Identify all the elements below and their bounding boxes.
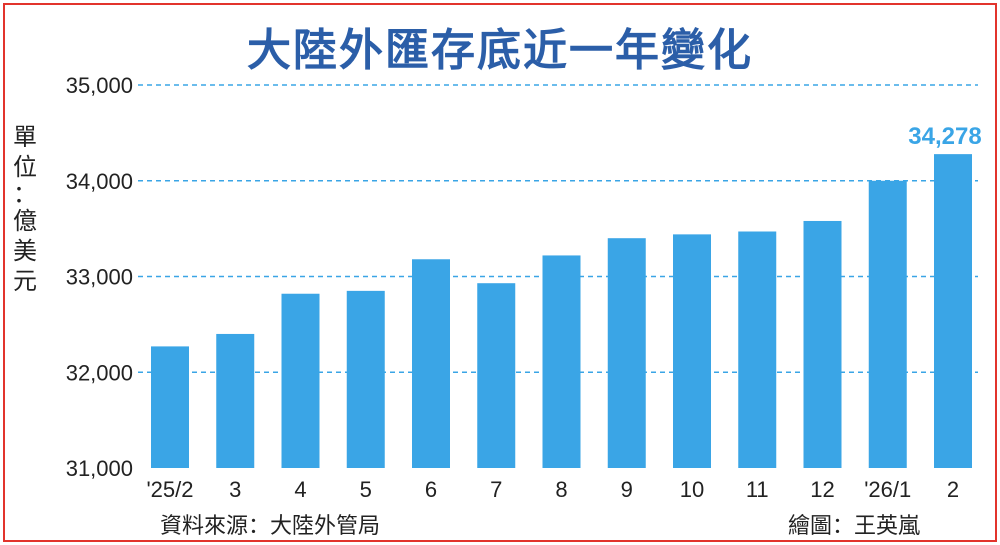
x-tick-label: '26/1 (864, 477, 911, 502)
bar (868, 180, 907, 468)
x-tick-label: 11 (746, 477, 769, 502)
x-tick-label: 3 (229, 477, 241, 502)
data-label: 34,278 (908, 123, 981, 150)
unit-label: 單位：億美元 (10, 122, 40, 296)
x-tick-label: 7 (490, 477, 502, 502)
bar (412, 259, 450, 468)
x-tick-label: 4 (294, 477, 306, 502)
source-note: 資料來源：大陸外管局 (160, 514, 381, 539)
bar (803, 220, 842, 468)
x-tick-label: 6 (425, 477, 437, 502)
x-tick-label: '25/2 (146, 477, 193, 502)
x-tick-label: 2 (947, 477, 959, 502)
x-tick-label: 12 (810, 477, 834, 502)
x-tick-label: 5 (360, 477, 372, 502)
bar (607, 238, 646, 468)
bar (673, 234, 711, 468)
unit-label-text: 單位：億美元 (13, 123, 37, 295)
bar (151, 346, 189, 468)
bar (542, 255, 581, 468)
x-tick-label: 8 (555, 477, 567, 502)
y-tick-label: 34,000 (66, 169, 133, 194)
bar (216, 333, 255, 468)
bar (934, 154, 972, 468)
x-tick-label: 9 (621, 477, 633, 502)
bar (477, 283, 516, 468)
bar (346, 290, 385, 468)
y-tick-label: 31,000 (66, 456, 133, 481)
chart-title: 大陸外匯存底近一年變化 (247, 25, 753, 76)
y-tick-label: 33,000 (66, 265, 133, 290)
bar (281, 293, 320, 468)
y-tick-label: 35,000 (66, 73, 133, 98)
bar (738, 231, 777, 468)
x-tick-label: 10 (680, 477, 704, 502)
credit-note: 繪圖：王英嵐 (788, 514, 921, 539)
y-tick-label: 32,000 (66, 360, 133, 385)
